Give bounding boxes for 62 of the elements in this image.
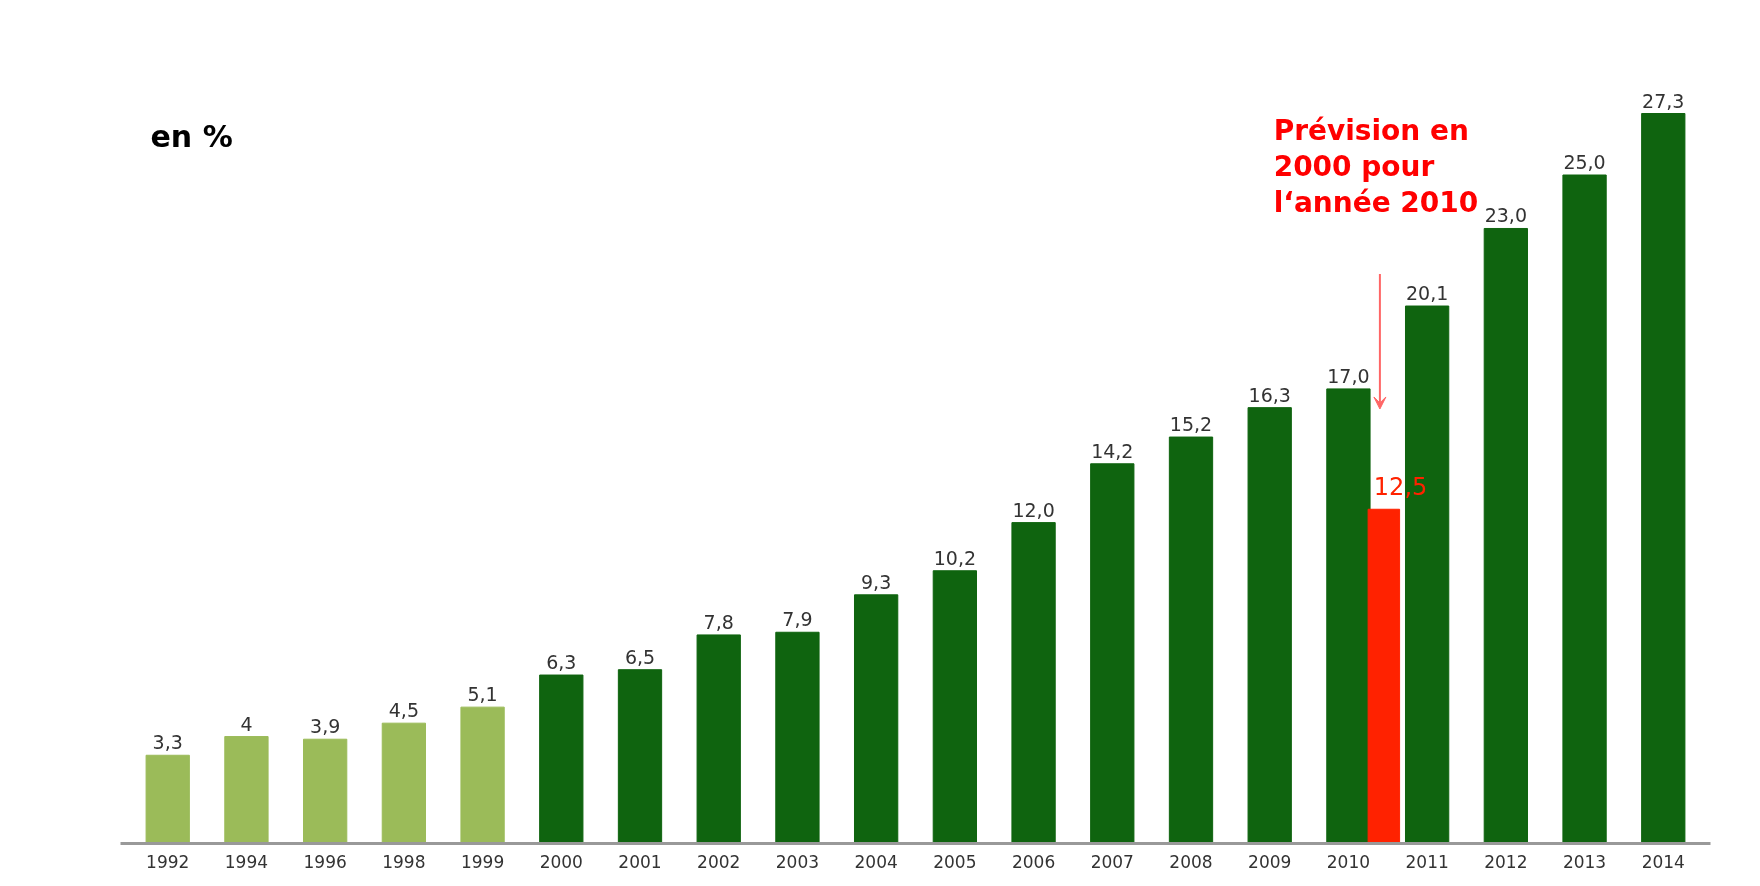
- bar: [696, 634, 741, 844]
- x-tick-label: 2003: [775, 851, 820, 872]
- annotation: Prévision en 2000 pour l‘année 2010: [1273, 113, 1479, 220]
- data-label: 25,0: [1563, 151, 1606, 173]
- x-tick-label: 1994: [224, 851, 269, 872]
- bar: [1011, 522, 1056, 844]
- data-label: 16,3: [1248, 383, 1291, 406]
- bar: [303, 738, 348, 844]
- data-label: 4: [240, 712, 253, 735]
- bar: [1168, 436, 1214, 844]
- bar: [539, 674, 584, 844]
- x-tick-label: 1999: [460, 851, 505, 872]
- bar: [1483, 227, 1528, 844]
- x-tick-label: 2004: [854, 851, 898, 872]
- bar: [460, 706, 505, 844]
- data-label: 10,2: [933, 546, 977, 569]
- bar: [1641, 113, 1686, 844]
- x-tick-label: 1998: [382, 851, 426, 872]
- y-axis-title: en %: [150, 118, 233, 154]
- x-tick-label: 2008: [1169, 851, 1213, 872]
- bar: [1367, 508, 1401, 844]
- bar: [775, 631, 820, 844]
- bar: [1562, 174, 1607, 844]
- x-tick-label: 2006: [1011, 851, 1056, 872]
- data-label: 3,3: [152, 731, 183, 754]
- bar: [145, 754, 190, 844]
- data-label: 9,3: [861, 570, 892, 593]
- data-label: 17,0: [1327, 364, 1370, 387]
- data-label: 12,0: [1012, 498, 1055, 521]
- data-label: 7,8: [703, 610, 734, 633]
- bar: [1326, 388, 1371, 844]
- x-tick-label: 1992: [146, 851, 190, 872]
- x-tick-label: 2010: [1326, 851, 1371, 872]
- data-label: 6,3: [546, 651, 577, 674]
- data-label: 14,2: [1091, 439, 1134, 462]
- x-tick-label: 2014: [1641, 851, 1685, 872]
- x-tick-label: 1996: [303, 851, 347, 872]
- data-label: 23,0: [1484, 204, 1528, 227]
- bar: [224, 736, 269, 844]
- data-label: 27,3: [1642, 89, 1685, 112]
- data-label: 5,1: [467, 683, 498, 706]
- data-label: 20,1: [1405, 282, 1449, 305]
- bar: [932, 570, 977, 844]
- x-tick-label: 2001: [618, 851, 662, 872]
- x-tick-label: 2011: [1405, 851, 1449, 872]
- data-label: 15,2: [1169, 413, 1213, 436]
- x-tick-label: 2005: [933, 851, 977, 872]
- data-label: 6,5: [624, 645, 656, 668]
- x-tick-label: 2002: [697, 851, 741, 872]
- bar: [617, 669, 663, 844]
- bar: [854, 594, 899, 844]
- bar: [1090, 463, 1135, 844]
- bar: [381, 722, 427, 844]
- data-label: 4,5: [388, 699, 419, 722]
- data-label: 3,9: [310, 715, 341, 738]
- x-tick-label: 2012: [1484, 851, 1528, 872]
- x-tick-label: 2013: [1562, 851, 1607, 872]
- x-tick-label: 2009: [1248, 851, 1292, 872]
- data-label: 7,9: [782, 608, 813, 631]
- bar: [1247, 407, 1292, 844]
- x-tick-label: 2000: [539, 851, 583, 872]
- x-tick-label: 2007: [1090, 851, 1134, 872]
